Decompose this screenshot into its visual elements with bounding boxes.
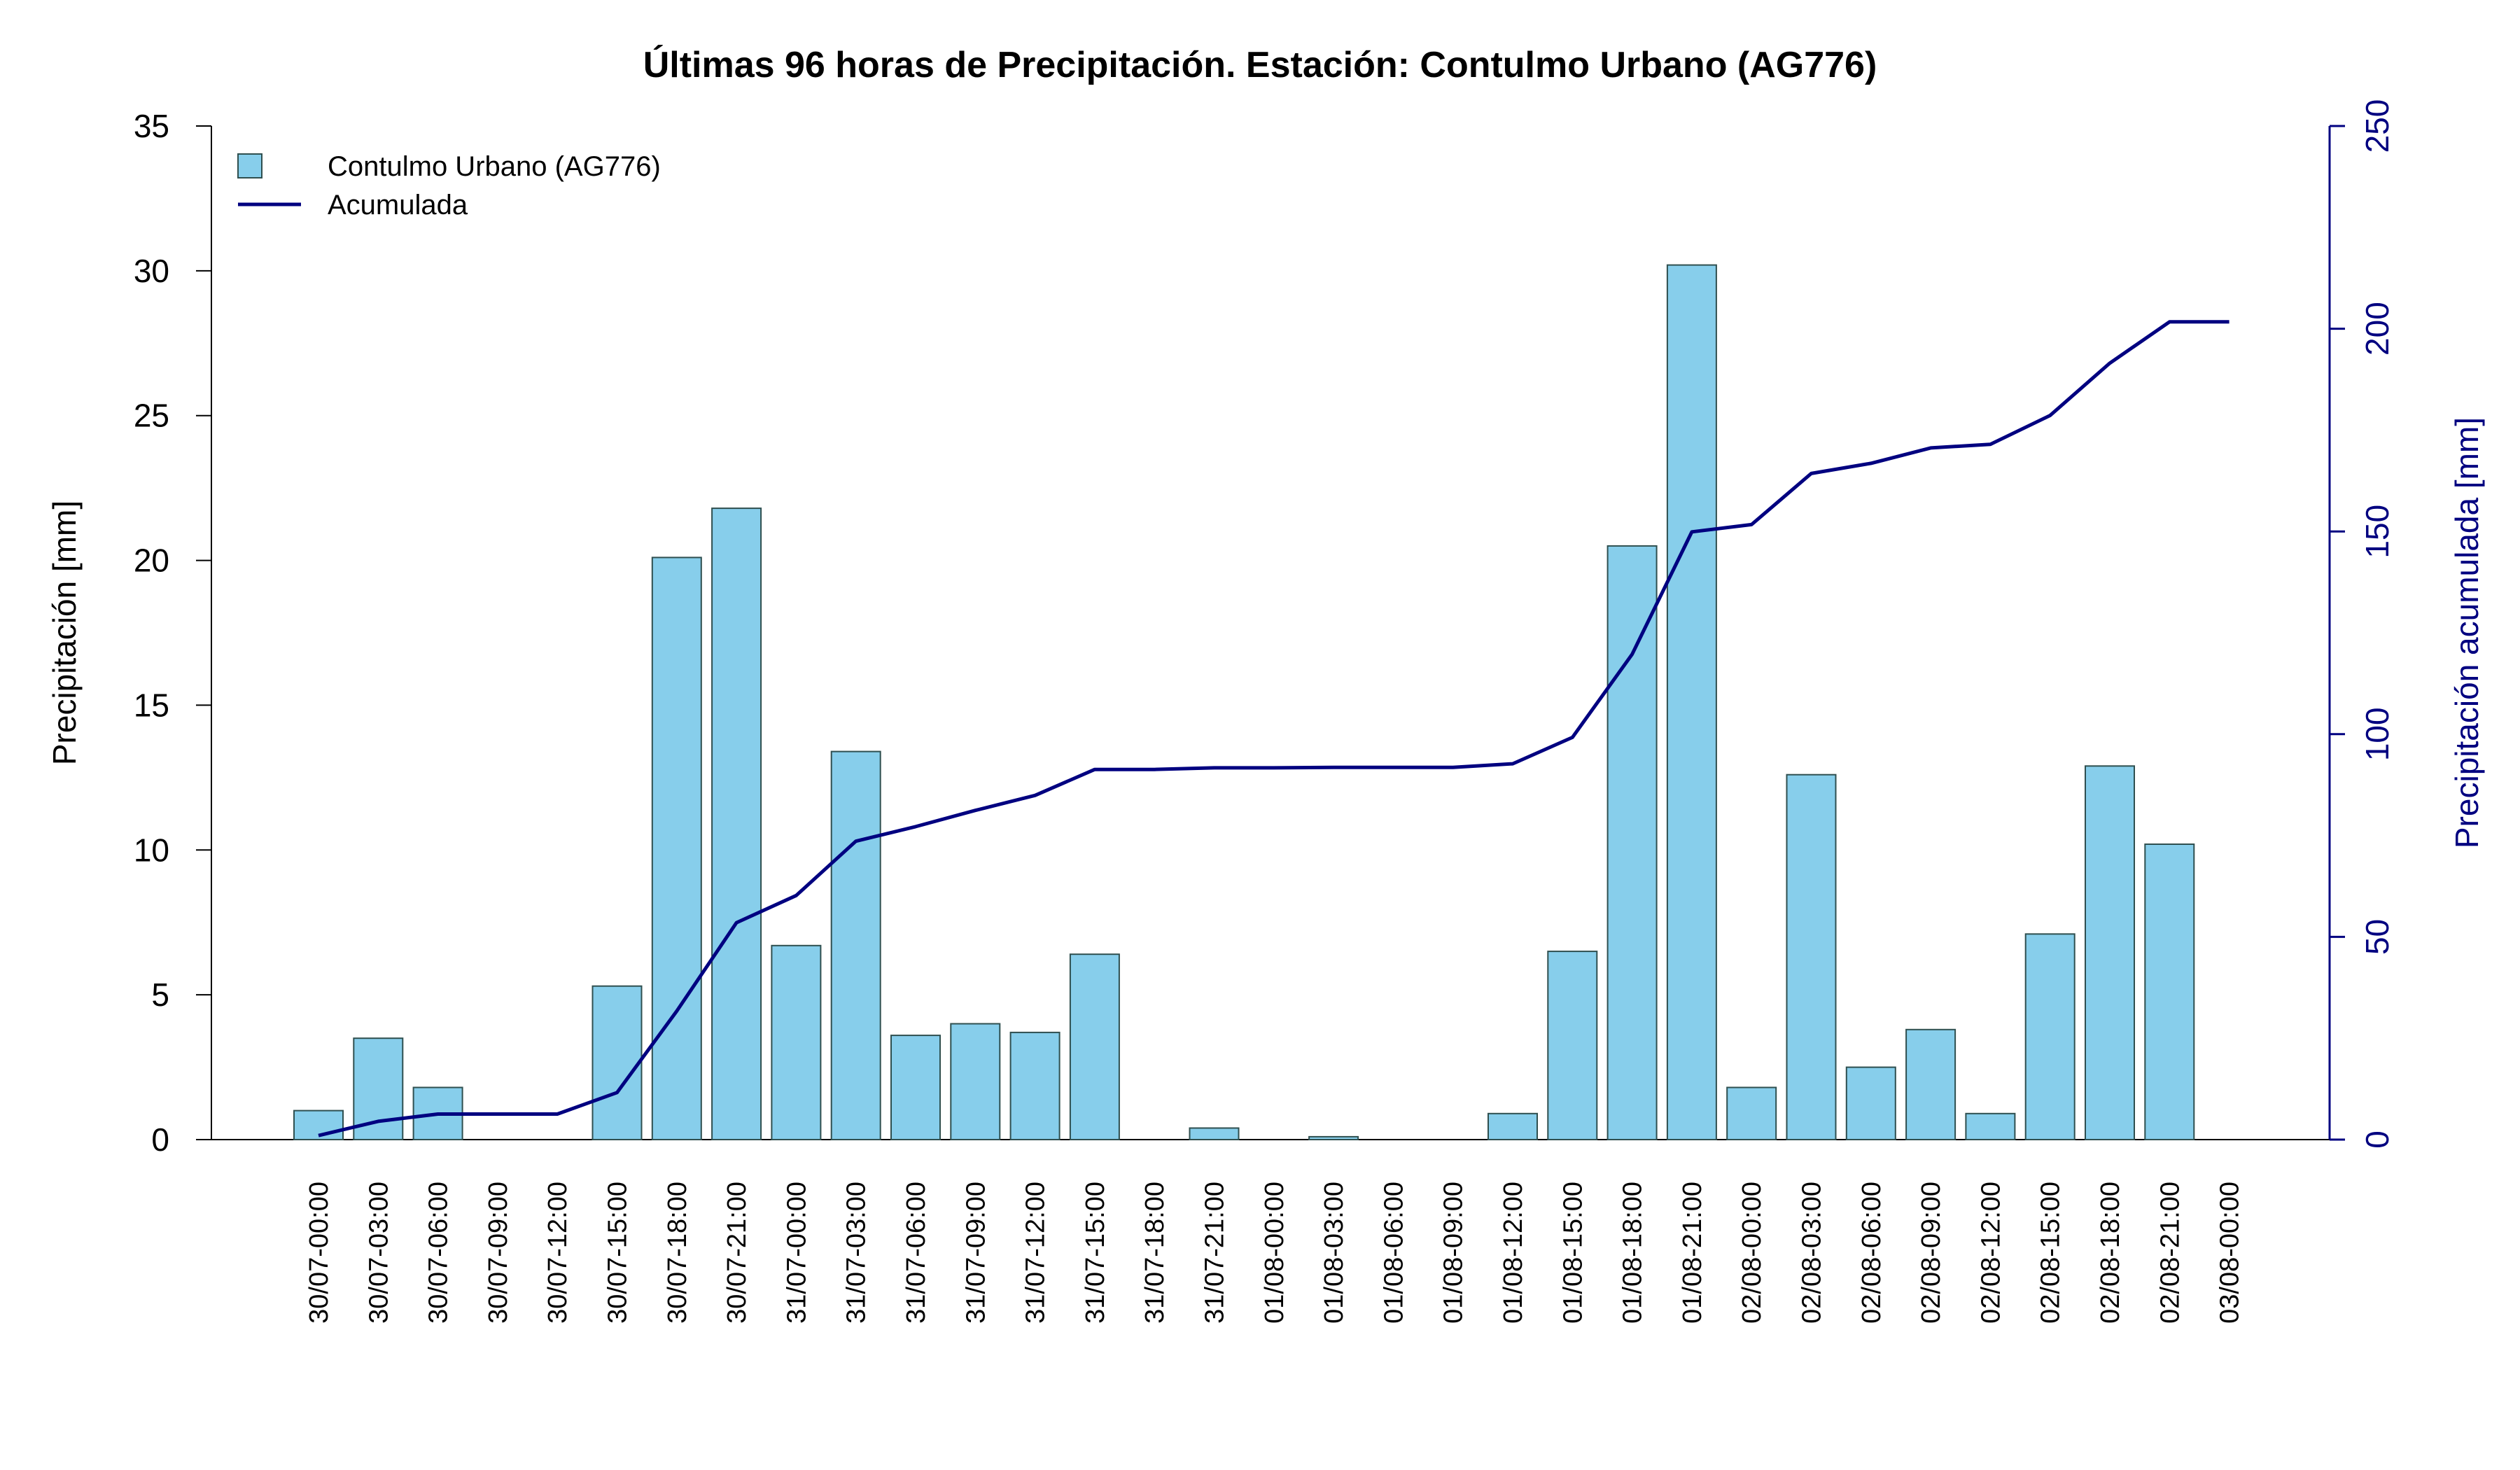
x-tick-label: 30/07-21:00 bbox=[722, 1182, 752, 1324]
left-y-axis: 0 5 10 15 20 25 30 35 bbox=[134, 108, 211, 1158]
x-tick-label: 03/08-00:00 bbox=[2216, 1182, 2245, 1324]
bar bbox=[2144, 844, 2195, 1140]
x-tick-label: 02/08-09:00 bbox=[1917, 1182, 1946, 1324]
x-tick-label: 30/07-15:00 bbox=[603, 1182, 633, 1324]
y2-tick-label: 250 bbox=[2359, 99, 2395, 153]
x-tick-label: 01/08-00:00 bbox=[1260, 1182, 1289, 1324]
right-y-axis: 0 50 100 150 200 250 bbox=[2330, 99, 2395, 1149]
x-tick-label: 31/07-06:00 bbox=[902, 1182, 931, 1324]
y2-tick-label: 100 bbox=[2359, 707, 2395, 761]
bar bbox=[1009, 1031, 1060, 1141]
x-tick-label: 01/08-12:00 bbox=[1499, 1182, 1528, 1324]
x-tick-label: 02/08-03:00 bbox=[1798, 1182, 1827, 1324]
bar bbox=[651, 556, 702, 1140]
x-tick-label: 31/07-21:00 bbox=[1200, 1182, 1230, 1324]
bar bbox=[1845, 1066, 1896, 1140]
x-tick-label: 30/07-03:00 bbox=[364, 1182, 393, 1324]
x-tick-label: 02/08-00:00 bbox=[1737, 1182, 1767, 1324]
legend: Contulmo Urbano (AG776) Acumulada bbox=[237, 151, 661, 220]
bar bbox=[1547, 951, 1598, 1140]
bar bbox=[1606, 545, 1658, 1140]
x-tick-label: 30/07-18:00 bbox=[663, 1182, 692, 1324]
y-tick-label: 35 bbox=[134, 108, 169, 144]
bar bbox=[592, 985, 643, 1140]
y2-axis-label: Precipitación acumulada [mm] bbox=[2449, 417, 2485, 848]
y-tick-label: 20 bbox=[134, 542, 169, 579]
legend-line-label: Acumulada bbox=[328, 190, 468, 220]
legend-bar-label: Contulmo Urbano (AG776) bbox=[328, 151, 661, 182]
x-axis: 30/07-00:00 30/07-03:00 30/07-06:00 30/07-0… bbox=[304, 1182, 2245, 1324]
x-tick-label: 31/07-09:00 bbox=[961, 1182, 990, 1324]
x-tick-label: 31/07-00:00 bbox=[782, 1182, 811, 1324]
x-tick-label: 31/07-18:00 bbox=[1140, 1182, 1170, 1324]
x-tick-label: 31/07-03:00 bbox=[842, 1182, 872, 1324]
bar bbox=[771, 944, 822, 1141]
x-tick-label: 02/08-06:00 bbox=[1857, 1182, 1886, 1324]
x-tick-label: 01/08-18:00 bbox=[1618, 1182, 1648, 1324]
y-tick-label: 0 bbox=[151, 1121, 169, 1158]
x-tick-label: 02/08-21:00 bbox=[2155, 1182, 2185, 1324]
x-tick-label: 01/08-09:00 bbox=[1439, 1182, 1469, 1324]
x-tick-label: 01/08-21:00 bbox=[1678, 1182, 1707, 1324]
bar bbox=[1965, 1112, 2016, 1141]
x-tick-label: 01/08-06:00 bbox=[1379, 1182, 1408, 1324]
bar bbox=[830, 750, 881, 1140]
x-tick-label: 30/07-12:00 bbox=[543, 1182, 573, 1324]
y2-tick-label: 50 bbox=[2359, 919, 2395, 955]
bar bbox=[890, 1035, 941, 1140]
bar bbox=[1666, 264, 1717, 1141]
bar bbox=[1308, 1135, 1359, 1141]
y2-tick-label: 0 bbox=[2359, 1130, 2395, 1149]
bar bbox=[1786, 774, 1837, 1140]
y-axis-label: Precipitación [mm] bbox=[46, 500, 83, 765]
y2-tick-label: 200 bbox=[2359, 302, 2395, 356]
bar bbox=[1726, 1086, 1777, 1140]
x-tick-label: 02/08-18:00 bbox=[2096, 1182, 2125, 1324]
y-tick-label: 25 bbox=[134, 398, 169, 434]
y-tick-label: 10 bbox=[134, 832, 169, 868]
bar bbox=[1488, 1112, 1538, 1141]
bar-series bbox=[293, 264, 2195, 1141]
bar bbox=[2085, 765, 2135, 1141]
y-tick-label: 5 bbox=[151, 976, 169, 1013]
bar bbox=[711, 507, 762, 1140]
bar bbox=[1069, 953, 1120, 1140]
chart-title: Últimas 96 horas de Precipitación. Estac… bbox=[643, 45, 1877, 85]
x-tick-label: 01/08-03:00 bbox=[1320, 1182, 1349, 1324]
bar bbox=[1905, 1028, 1956, 1141]
x-tick-label: 01/08-15:00 bbox=[1558, 1182, 1588, 1324]
bar bbox=[1189, 1127, 1240, 1140]
legend-bar-swatch bbox=[237, 153, 262, 178]
bar bbox=[950, 1023, 1001, 1140]
plot-frame bbox=[211, 126, 2331, 1140]
bar bbox=[2024, 933, 2076, 1141]
x-tick-label: 31/07-15:00 bbox=[1081, 1182, 1110, 1324]
y-tick-label: 15 bbox=[134, 687, 169, 723]
x-tick-label: 02/08-15:00 bbox=[2036, 1182, 2066, 1324]
cumulative-line bbox=[318, 320, 2230, 1138]
x-tick-label: 30/07-06:00 bbox=[424, 1182, 454, 1324]
y2-tick-label: 150 bbox=[2359, 505, 2395, 559]
cumulative-line-series bbox=[318, 320, 2230, 1138]
x-tick-label: 30/07-00:00 bbox=[304, 1182, 334, 1324]
x-tick-label: 02/08-12:00 bbox=[1976, 1182, 2005, 1324]
x-tick-label: 30/07-09:00 bbox=[484, 1182, 513, 1324]
y-tick-label: 30 bbox=[134, 253, 169, 289]
x-tick-label: 31/07-12:00 bbox=[1021, 1182, 1051, 1324]
